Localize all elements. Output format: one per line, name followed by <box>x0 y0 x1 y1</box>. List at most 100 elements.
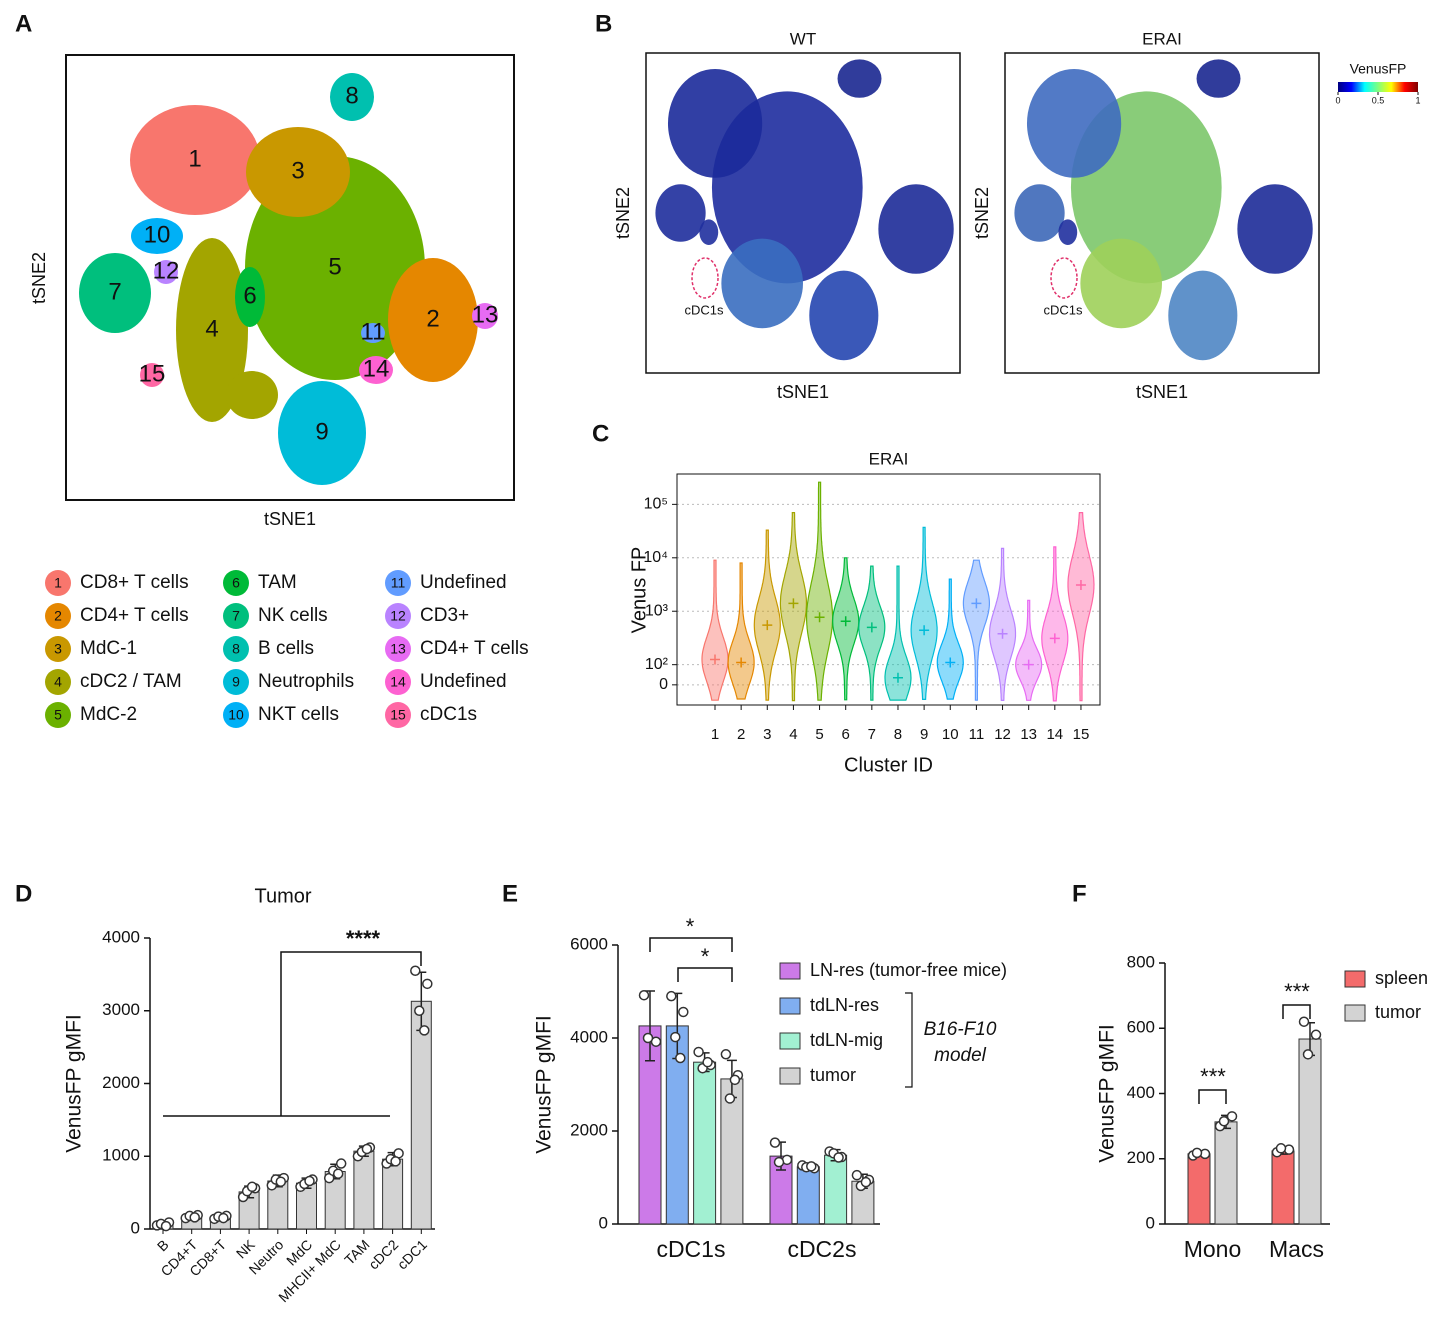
x-tick-label: 2 <box>737 726 745 743</box>
legend-swatch <box>779 1067 801 1085</box>
y-tick-label: 200 <box>1127 1148 1155 1167</box>
legend-label: tdLN-res <box>810 995 879 1015</box>
median-marker <box>1049 633 1060 644</box>
median-marker <box>919 625 930 636</box>
cluster-label: 15 <box>139 360 166 387</box>
cluster-blob <box>359 356 393 384</box>
legend-note: model <box>934 1045 987 1066</box>
bar <box>410 1000 432 1230</box>
cluster-blob <box>79 253 151 333</box>
bar <box>1187 1153 1211 1225</box>
data-point <box>720 1049 732 1060</box>
legend-swatch <box>779 997 801 1015</box>
data-point <box>642 1032 654 1044</box>
data-point <box>1226 1111 1238 1122</box>
legend-label: tumor <box>1375 1002 1421 1022</box>
cluster-blob <box>361 323 385 343</box>
data-point <box>833 1152 844 1163</box>
data-point <box>1310 1029 1322 1041</box>
data-point <box>806 1161 817 1172</box>
y-tick-label: 4000 <box>102 927 140 946</box>
data-point <box>666 990 677 1002</box>
legend-label: TAM <box>258 572 297 593</box>
median-marker <box>788 598 799 609</box>
x-tick-label: cDC2s <box>787 1236 856 1262</box>
y-tick-label: 800 <box>1127 952 1155 971</box>
panel-title: Tumor <box>254 885 311 907</box>
cluster-blob <box>235 267 265 327</box>
median-marker <box>710 654 720 665</box>
y-tick-label: 10² <box>645 656 669 673</box>
significance-label: **** <box>346 926 381 951</box>
violin <box>988 547 1017 701</box>
x-tick-label: 15 <box>1073 726 1090 743</box>
cluster-label: 12 <box>153 257 180 284</box>
cluster-blob <box>154 260 178 284</box>
y-tick-label: 6000 <box>570 934 608 953</box>
violin <box>727 562 755 700</box>
median-marker <box>814 612 825 623</box>
y-tick-label: 2000 <box>102 1073 140 1092</box>
data-point <box>1191 1147 1203 1159</box>
panel-letter: B <box>595 10 612 37</box>
colorbar-tick-label: 1 <box>1415 95 1420 105</box>
colorbar <box>1338 82 1418 92</box>
data-point <box>638 989 650 1001</box>
violin <box>884 565 912 701</box>
legend-swatch <box>1344 1004 1366 1022</box>
legend-label: MdC-2 <box>80 704 137 725</box>
legend-label: CD4+ T cells <box>420 638 529 659</box>
cell-cloud <box>809 270 879 361</box>
cluster-blob <box>246 127 350 217</box>
colorbar-tick-label: 0.5 <box>1372 95 1385 105</box>
cluster-label: 11 <box>361 318 386 345</box>
cluster-blob <box>472 303 498 329</box>
y-axis-label: tSNE2 <box>613 187 633 239</box>
x-tick-label: 9 <box>920 726 928 743</box>
model-bracket <box>905 992 913 1088</box>
x-tick-label: 7 <box>868 726 876 743</box>
x-tick-label: cDC2 <box>365 1236 401 1272</box>
x-tick-label: 11 <box>969 726 985 743</box>
panel-letter: E <box>502 880 518 907</box>
panel-letter: D <box>15 880 32 907</box>
data-point <box>851 1169 863 1181</box>
cell-cloud <box>878 184 954 274</box>
median-marker <box>736 657 747 668</box>
bar <box>382 1158 404 1230</box>
cluster-label: 7 <box>108 278 121 305</box>
data-point <box>693 1046 704 1058</box>
legend-swatch <box>45 570 71 596</box>
colorbar-title: VenusFP <box>1350 61 1407 77</box>
cluster-label: 4 <box>205 315 218 342</box>
data-point <box>1302 1049 1314 1060</box>
bar <box>353 1150 375 1230</box>
violin <box>753 529 781 701</box>
violin <box>701 559 729 701</box>
y-tick-label: 400 <box>1127 1083 1155 1102</box>
bar <box>1214 1121 1238 1225</box>
cluster-label: 2 <box>426 305 439 332</box>
cluster-blob <box>130 105 260 215</box>
violin <box>1067 512 1095 702</box>
y-tick-label: 0 <box>1146 1213 1155 1232</box>
cell-cloud <box>1080 238 1163 329</box>
legend-note: B16-F10 <box>924 1019 997 1040</box>
significance-label: *** <box>1200 1064 1226 1089</box>
panel-letter: A <box>15 10 32 37</box>
cluster-label: 3 <box>291 157 304 184</box>
legend-label: tumor <box>810 1065 856 1085</box>
cluster-label: 1 <box>188 145 201 172</box>
x-tick-label: 6 <box>842 726 850 743</box>
cell-cloud <box>1237 184 1313 274</box>
legend-swatch <box>385 702 411 728</box>
legend-swatch <box>385 570 411 596</box>
cluster-label: 14 <box>363 355 390 382</box>
legend-swatch <box>779 1032 801 1050</box>
gate <box>691 257 719 299</box>
cluster-blob <box>140 363 164 387</box>
median-marker <box>971 598 982 609</box>
legend-number: 3 <box>54 641 62 657</box>
legend-number: 7 <box>232 608 240 624</box>
